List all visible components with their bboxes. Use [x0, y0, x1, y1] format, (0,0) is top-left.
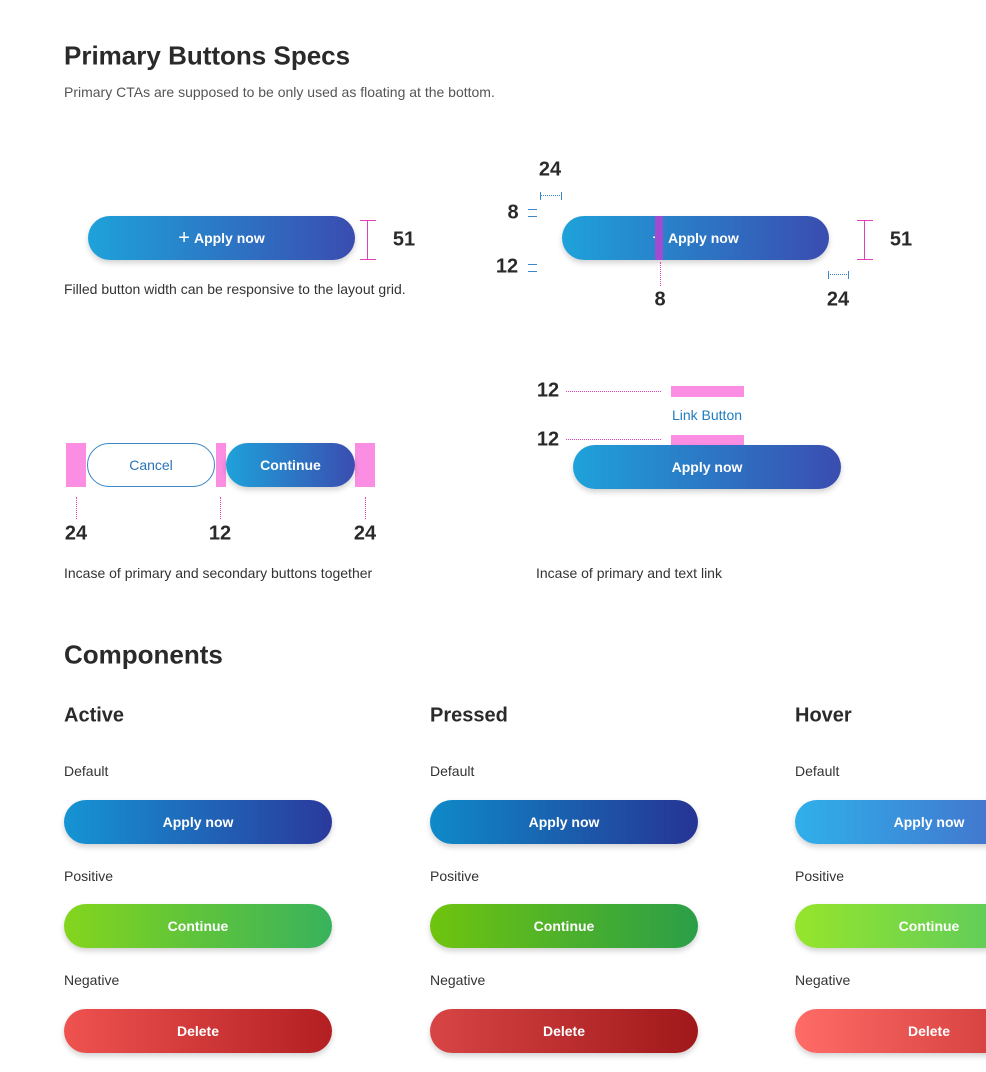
state-title: Active [64, 704, 125, 727]
spec-number: 24 [538, 158, 562, 181]
button-label: Apply now [193, 230, 265, 246]
padding-marker [528, 264, 537, 272]
margin-line [220, 497, 221, 519]
height-bracket [857, 220, 873, 260]
gap-line [660, 262, 661, 286]
spec-number: 24 [64, 522, 88, 545]
spec-number: 8 [654, 288, 666, 311]
button[interactable]: Apply now [430, 800, 698, 844]
spec-number: 12 [536, 379, 560, 402]
gap-marker [655, 216, 663, 260]
button[interactable]: Apply now [573, 445, 841, 489]
button[interactable]: Continue [64, 904, 332, 948]
spec-number: 24 [826, 288, 850, 311]
section-title: Components [64, 639, 223, 670]
margin-marker [355, 443, 375, 487]
variant-label: Negative [64, 972, 120, 988]
variant-label: Negative [430, 972, 486, 988]
padding-marker [540, 192, 562, 200]
height-bracket [360, 220, 376, 260]
caption: Filled button width can be responsive to… [64, 281, 406, 297]
gap-line [566, 439, 661, 440]
margin-marker [66, 443, 86, 487]
button[interactable]: Delete [795, 1009, 986, 1053]
spec-number: 51 [392, 228, 416, 251]
spec-number: 12 [536, 428, 560, 451]
variant-label: Positive [430, 868, 480, 884]
state-title: Hover [795, 704, 852, 727]
spec-number: 24 [353, 522, 377, 545]
button[interactable]: +Apply now [562, 216, 829, 260]
title: Primary Buttons Specs [64, 40, 351, 71]
link-button[interactable]: Link Button [671, 407, 743, 423]
button[interactable]: Apply now [795, 800, 986, 844]
variant-label: Positive [795, 868, 845, 884]
spec-number: 51 [889, 228, 913, 251]
button[interactable]: +Apply now [88, 216, 355, 260]
gap-marker [671, 386, 744, 397]
plus-icon: + [178, 227, 190, 249]
caption: Incase of primary and secondary buttons … [64, 565, 373, 581]
margin-line [76, 497, 77, 519]
gap-line [566, 391, 661, 392]
gap-marker [671, 435, 744, 445]
variant-label: Negative [795, 972, 851, 988]
padding-marker [528, 209, 537, 217]
variant-label: Positive [64, 868, 114, 884]
state-title: Pressed [430, 704, 508, 727]
variant-label: Default [64, 763, 109, 779]
button[interactable]: Continue [795, 904, 986, 948]
padding-marker [828, 271, 849, 279]
caption: Incase of primary and text link [536, 565, 722, 581]
button[interactable]: Continue [430, 904, 698, 948]
margin-line [365, 497, 366, 519]
subtitle: Primary CTAs are supposed to be only use… [64, 84, 495, 100]
button[interactable]: Cancel [87, 443, 215, 487]
spec-number: 12 [495, 255, 519, 278]
button[interactable]: Continue [226, 443, 355, 487]
variant-label: Default [795, 763, 840, 779]
spec-number: 8 [507, 201, 519, 224]
button[interactable]: Delete [430, 1009, 698, 1053]
spec-number: 12 [208, 522, 232, 545]
button[interactable]: Apply now [64, 800, 332, 844]
margin-marker [216, 443, 226, 487]
button[interactable]: Delete [64, 1009, 332, 1053]
variant-label: Default [430, 763, 475, 779]
button-label: Apply now [667, 230, 739, 246]
